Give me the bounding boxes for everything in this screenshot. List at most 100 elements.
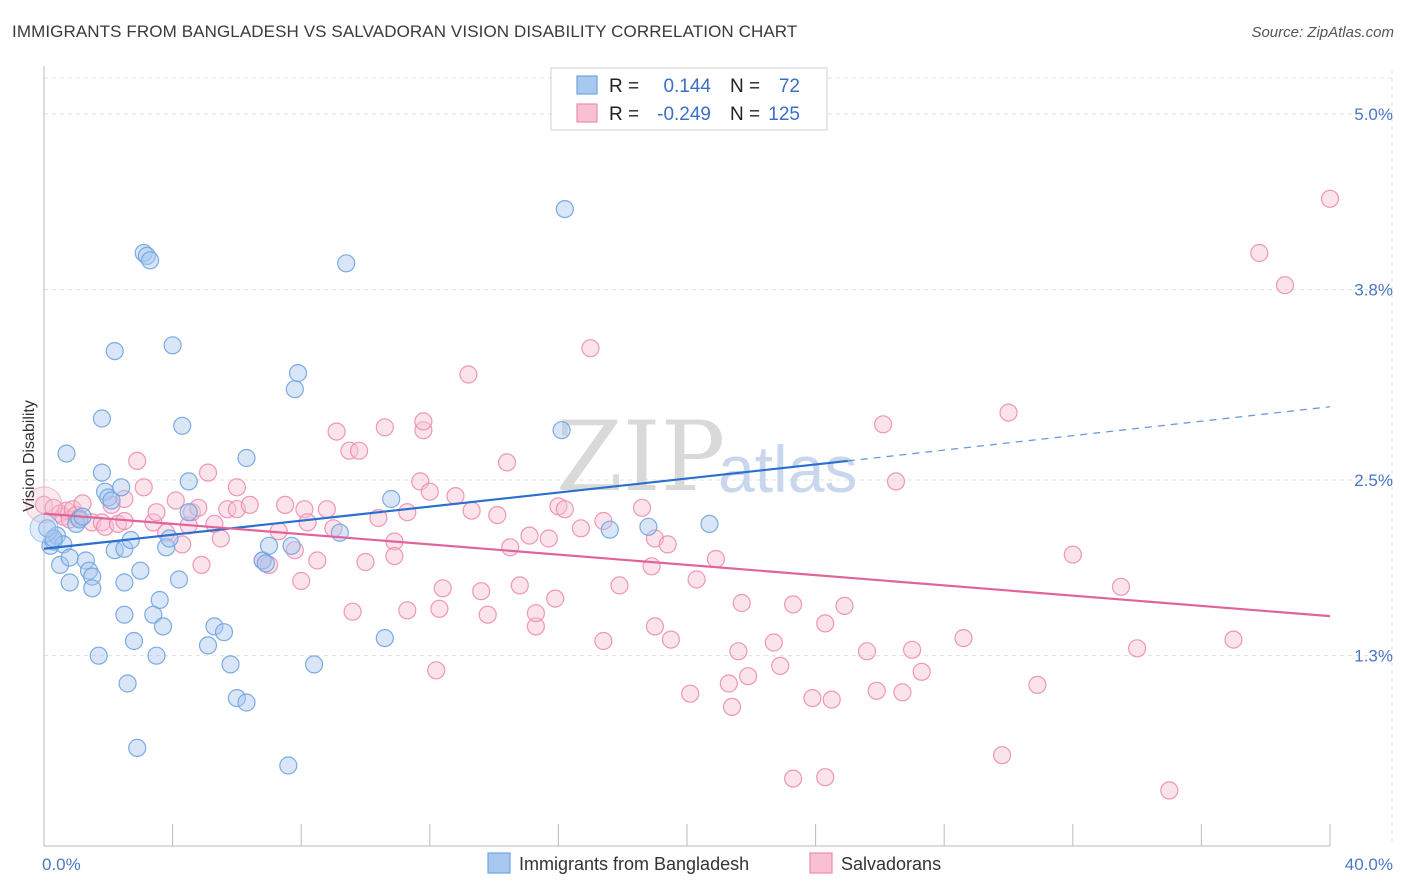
bangladesh-point-20 <box>105 342 124 361</box>
bangladesh-point-52 <box>256 554 275 573</box>
salvadorans-point-96 <box>729 642 748 661</box>
salvadorans-point-28 <box>198 463 218 482</box>
stats-r-label-pink: R = <box>609 104 639 125</box>
salvadorans-point-68 <box>478 605 497 624</box>
salvadorans-point-101 <box>783 595 803 614</box>
salvadorans-point-62 <box>430 599 449 618</box>
axes <box>43 66 1331 847</box>
salvadorans-point-81 <box>581 339 600 358</box>
salvadorans-point-103 <box>803 688 822 708</box>
bangladesh-point-29 <box>131 561 150 580</box>
watermark: ZIP atlas <box>556 401 857 513</box>
trend-lines <box>43 406 1331 618</box>
salvadorans-point-43 <box>308 551 327 570</box>
bangladesh-point-44 <box>198 636 218 655</box>
salvadorans-point-17 <box>128 451 147 470</box>
salvadorans-point-46 <box>327 422 346 441</box>
bangladesh-point-large <box>29 513 59 543</box>
x-axis-tick-labels: 0.0% 40.0% <box>42 855 1393 874</box>
bangladesh-point-23 <box>115 573 134 592</box>
salvadorans-point-113 <box>902 640 922 659</box>
salvadorans-point-71 <box>501 538 520 557</box>
salvadorans-point-48 <box>343 602 362 621</box>
salvadorans-point-93 <box>706 549 726 569</box>
bangladesh-point-57 <box>288 364 308 383</box>
bangladesh-point-5 <box>57 444 76 463</box>
salvadorans-point-76 <box>539 529 558 548</box>
salvadorans-point-108 <box>857 642 877 661</box>
bangladesh-point-35 <box>150 590 169 610</box>
salvadorans-point-118 <box>1028 675 1047 695</box>
salvadorans-point-50 <box>356 552 375 572</box>
watermark-zip: ZIP <box>556 401 725 513</box>
salvadorans-point-27 <box>192 555 211 575</box>
bangladesh-point-38 <box>160 529 179 548</box>
salvadorans-point-61 <box>427 661 446 680</box>
salvadorans-point-88 <box>645 617 665 636</box>
salvadorans-point-90 <box>661 630 681 649</box>
salvadorans-point-22 <box>166 491 185 510</box>
salvadorans-point-26 <box>189 498 208 517</box>
salvadorans-point-73 <box>520 526 539 545</box>
bangladesh-point-60 <box>337 254 356 273</box>
x-tick-label-1: 40.0% <box>1345 855 1393 874</box>
bangladesh-point-55 <box>282 536 301 555</box>
stats-n-label-pink: N = <box>730 104 760 125</box>
bangladesh-point-18 <box>99 488 118 507</box>
source-label: Source: ZipAtlas.com <box>1251 24 1394 41</box>
bangladesh-point-65 <box>600 520 619 539</box>
salvadorans-point-98 <box>738 667 758 686</box>
stats-r-value-pink: -0.249 <box>657 104 711 125</box>
salvadorans-point-18 <box>134 478 153 497</box>
legend-label-salvadorans: Salvadorans <box>841 854 941 874</box>
bangladesh-point-56 <box>285 380 304 399</box>
series-bangladesh <box>29 200 719 775</box>
bangladesh-point-48 <box>227 688 246 708</box>
trend-line-bangladesh-extension <box>847 406 1331 462</box>
salvadorans-point-123 <box>1224 630 1243 649</box>
bangladesh-point-63 <box>552 421 571 440</box>
salvadorans-point-75 <box>526 604 546 623</box>
salvadorans-point-79 <box>555 500 574 519</box>
bangladesh-point-71 <box>102 491 121 510</box>
salvadorans-point-115 <box>954 628 973 648</box>
bangladesh-point-16 <box>92 409 112 428</box>
stats-r-value-blue: 0.144 <box>663 76 711 97</box>
salvadorans-point-107 <box>835 596 854 616</box>
salvadorans-point-105 <box>816 768 835 787</box>
salvadorans-point-69 <box>488 505 507 525</box>
salvadorans-point-54 <box>385 546 404 566</box>
legend-swatch-bangladesh <box>487 852 511 874</box>
salvadorans-point-80 <box>571 519 591 538</box>
bangladesh-point-34 <box>147 646 166 665</box>
bangladesh-point-66 <box>639 517 658 536</box>
salvadorans-point-111 <box>886 472 906 491</box>
stats-n-label-blue: N = <box>730 76 760 97</box>
salvadorans-point-97 <box>732 593 751 613</box>
salvadorans-point-85 <box>632 498 652 517</box>
bangladesh-point-13 <box>83 579 102 598</box>
y-axis-label: Vision Disability <box>21 400 38 512</box>
salvadorans-point-38 <box>276 495 295 514</box>
bangladesh-point-67 <box>700 514 719 534</box>
bangladesh-point-6 <box>60 548 79 567</box>
salvadorans-point-82 <box>594 631 613 651</box>
salvadorans-point-126 <box>1320 189 1340 208</box>
bangladesh-point-15 <box>92 463 112 482</box>
legend: Immigrants from Bangladesh Salvadorans <box>487 852 941 874</box>
salvadorans-point-122 <box>1160 781 1179 800</box>
watermark-atlas: atlas <box>718 432 857 506</box>
stats-n-value-pink: 125 <box>768 104 800 125</box>
salvadorans-point-70 <box>497 453 517 472</box>
stats-swatch-blue <box>576 75 598 95</box>
salvadorans-point-125 <box>1275 276 1295 295</box>
bangladesh-point-10 <box>76 551 95 570</box>
salvadorans-point-72 <box>510 576 529 595</box>
y-axis-tick-labels: 1.3% 2.5% 3.8% 5.0% <box>1354 105 1393 666</box>
salvadorans-point-66 <box>462 501 481 520</box>
salvadorans-point-31 <box>218 500 237 519</box>
salvadorans-point-95 <box>722 697 742 717</box>
bangladesh-point-21 <box>112 478 131 497</box>
bangladesh-point-28 <box>128 738 147 758</box>
salvadorans-point-94 <box>719 674 738 693</box>
